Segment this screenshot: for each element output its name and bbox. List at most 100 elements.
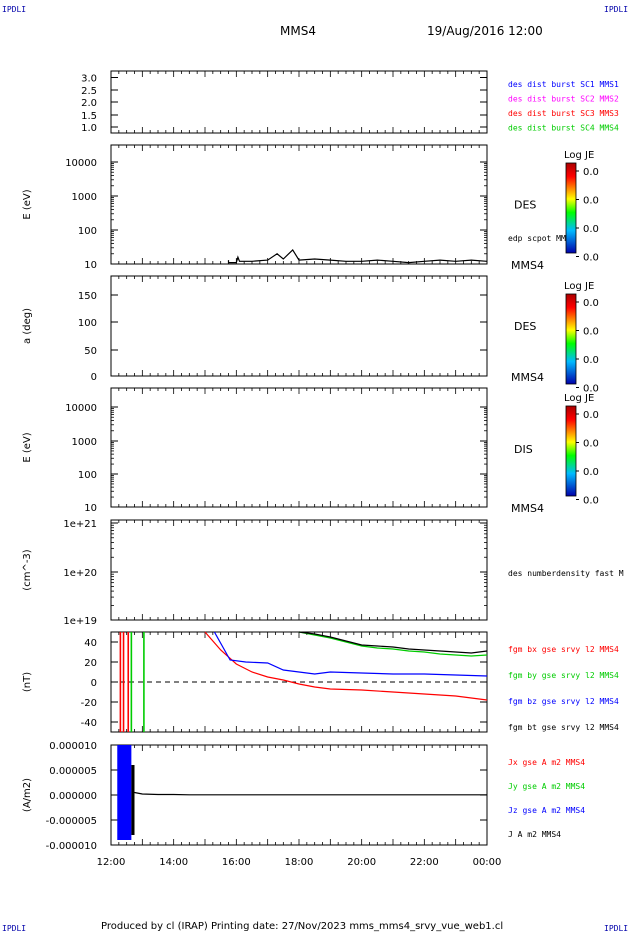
- x-tick-label: 14:00: [159, 857, 188, 868]
- corner-label-bottom-right: IPDLI: [604, 924, 629, 933]
- y-tick-label: 0.000005: [49, 766, 97, 777]
- legend-entry-fgm: fgm by gse srvy l2 MMS4: [508, 671, 619, 680]
- y-tick-label: 0: [91, 372, 97, 383]
- y-tick-label: 10000: [65, 403, 97, 414]
- y-tick-label: 0: [91, 678, 97, 689]
- colorbar-des-pitch: [565, 293, 577, 385]
- x-tick-label: 16:00: [222, 857, 251, 868]
- colorbar-dis-energy: [565, 405, 577, 497]
- current-burst: [117, 745, 132, 840]
- panel-frame-dist: [110, 70, 488, 134]
- legend-entry-current: J A m2 MMS4: [508, 830, 561, 839]
- corner-label-top-right: IPDLI: [604, 5, 629, 14]
- series-line-des-energy: [227, 248, 488, 264]
- y-tick-label: -40: [81, 718, 97, 729]
- colorbar-title-dis-energy: Log JE: [564, 393, 594, 404]
- corner-label-top-left: IPDLI: [2, 5, 27, 14]
- y-tick-label: 3.0: [81, 74, 97, 85]
- y-tick-label: 0.000010: [49, 741, 97, 752]
- series-line-fgm: [213, 631, 488, 677]
- current-burst: [131, 765, 135, 835]
- y-tick-label: 50: [84, 346, 97, 357]
- colorbar-tick-label: 0.0: [583, 410, 599, 421]
- legend-entry-current: Jz gse A m2 MMS4: [508, 806, 585, 815]
- x-tick-label: 22:00: [410, 857, 439, 868]
- footer-credits: Produced by cl (IRAP) Printing date: 27/…: [101, 921, 503, 932]
- datetime-title: 19/Aug/2016 12:00: [427, 24, 543, 38]
- legend-entry-dist: des dist burst SC4 MMS4: [508, 124, 619, 133]
- y-tick-label: 100: [78, 318, 97, 329]
- y-tick-label: 1e+19: [63, 616, 97, 627]
- x-tick-label: 18:00: [285, 857, 314, 868]
- y-tick-label: 1000: [72, 192, 97, 203]
- colorbar-tick-label: 0.0: [583, 224, 599, 235]
- legend-entry-fgm: fgm bx gse srvy l2 MMS4: [508, 645, 619, 654]
- corner-label-bottom-left: IPDLI: [2, 924, 27, 933]
- y-tick-label: 10: [84, 260, 97, 271]
- panel-frame-des-pitch: [110, 275, 488, 377]
- colorbar-des-energy: [565, 162, 577, 254]
- y-tick-label: 150: [78, 291, 97, 302]
- y-tick-label: 0.000000: [49, 791, 97, 802]
- x-tick-label: 00:00: [473, 857, 502, 868]
- y-tick-label: 2.0: [81, 98, 97, 109]
- legend-entry-dist: des dist burst SC3 MMS3: [508, 109, 619, 118]
- side-sublabel-dis-energy: MMS4: [511, 502, 544, 515]
- x-tick-label: 20:00: [347, 857, 376, 868]
- y-axis-label-des-pitch: a (deg): [22, 308, 33, 344]
- series-line-fgm: [298, 631, 488, 654]
- y-tick-label: 2.5: [81, 86, 97, 97]
- y-axis-label-dis-energy: E (eV): [22, 432, 33, 462]
- y-tick-label: 1000: [72, 437, 97, 448]
- colorbar-tick-label: 0.0: [583, 384, 599, 395]
- colorbar-title-des-pitch: Log JE: [564, 281, 594, 292]
- panel-frame-density: [110, 519, 488, 621]
- x-tick-label: 12:00: [97, 857, 126, 868]
- side-label-des-pitch: DES: [514, 320, 536, 333]
- colorbar-tick-label: 0.0: [583, 467, 599, 478]
- colorbar-title-des-energy: Log JE: [564, 150, 594, 161]
- side-label-dis-energy: DIS: [514, 443, 533, 456]
- legend-entry-density: des numberdensity fast M: [508, 569, 624, 578]
- y-tick-label: 40: [84, 638, 97, 649]
- y-tick-label: 1.0: [81, 123, 97, 134]
- y-tick-label: -20: [81, 698, 97, 709]
- overlay-label-des-energy: edp scpot MMS4: [508, 234, 576, 243]
- y-tick-label: 10: [84, 503, 97, 514]
- y-axis-label-density: (cm^-3): [22, 549, 33, 590]
- y-axis-label-current: (A/m2): [22, 778, 33, 812]
- colorbar-tick-label: 0.0: [583, 327, 599, 338]
- y-tick-label: 100: [78, 470, 97, 481]
- legend-entry-dist: des dist burst SC2 MMS2: [508, 95, 619, 104]
- legend-entry-dist: des dist burst SC1 MMS1: [508, 80, 619, 89]
- side-label-des-energy: DES: [514, 199, 536, 212]
- colorbar-tick-label: 0.0: [583, 298, 599, 309]
- y-tick-label: -0.000005: [46, 816, 97, 827]
- series-line-fgm: [298, 631, 488, 657]
- colorbar-tick-label: 0.0: [583, 496, 599, 507]
- legend-entry-fgm: fgm bt gse srvy l2 MMS4: [508, 723, 619, 732]
- y-axis-label-fgm: (nT): [22, 672, 33, 692]
- y-tick-label: 20: [84, 658, 97, 669]
- panel-frame-dis-energy: [110, 387, 488, 508]
- side-sublabel-des-pitch: MMS4: [511, 371, 544, 384]
- y-tick-label: 100: [78, 226, 97, 237]
- legend-entry-current: Jx gse A m2 MMS4: [508, 758, 585, 767]
- y-axis-label-des-energy: E (eV): [22, 189, 33, 219]
- y-tick-label: -0.000010: [46, 841, 97, 852]
- colorbar-tick-label: 0.0: [583, 355, 599, 366]
- spacecraft-title: MMS4: [280, 24, 316, 38]
- legend-entry-current: Jy gse A m2 MMS4: [508, 782, 585, 791]
- series-line-current: [134, 791, 487, 796]
- colorbar-tick-label: 0.0: [583, 167, 599, 178]
- colorbar-tick-label: 0.0: [583, 196, 599, 207]
- y-tick-label: 1e+20: [63, 568, 97, 579]
- y-tick-label: 1.5: [81, 111, 97, 122]
- colorbar-tick-label: 0.0: [583, 439, 599, 450]
- side-sublabel-des-energy: MMS4: [511, 259, 544, 272]
- series-line-fgm: [204, 631, 488, 701]
- legend-entry-fgm: fgm bz gse srvy l2 MMS4: [508, 697, 619, 706]
- y-tick-label: 10000: [65, 158, 97, 169]
- colorbar-tick-label: 0.0: [583, 253, 599, 264]
